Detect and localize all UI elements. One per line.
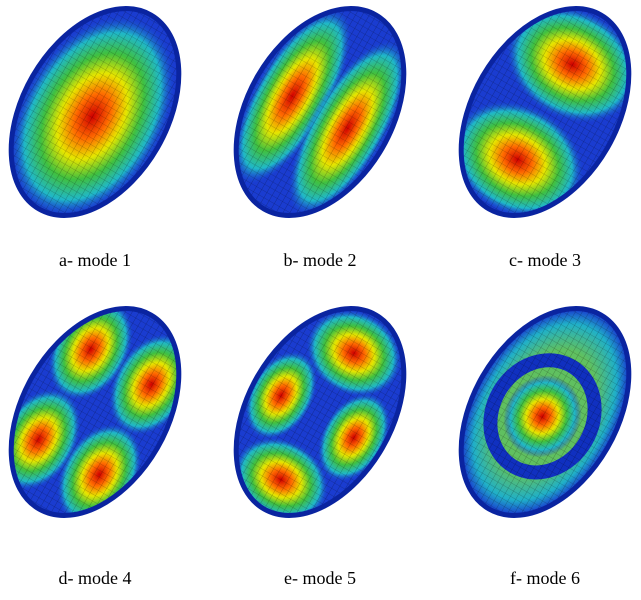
mode-shape [0, 0, 224, 256]
figure: a- mode 1 b- mode 2 c- mode 3 d- mode 4 e- m… [0, 0, 641, 600]
mesh [0, 0, 224, 256]
mode-shape [191, 268, 450, 556]
caption: e- mode 5 [284, 568, 356, 588]
mode-shape [0, 268, 224, 556]
caption: d- mode 4 [59, 568, 132, 588]
caption: b- mode 2 [284, 250, 357, 270]
mode-body [416, 0, 641, 256]
mesh [191, 0, 450, 256]
caption: c- mode 3 [509, 250, 581, 270]
caption: a- mode 1 [59, 250, 131, 270]
mesh [416, 0, 641, 256]
mode-body [0, 0, 224, 256]
mode-body [191, 0, 450, 256]
mode-body [191, 268, 450, 556]
caption: f- mode 6 [510, 568, 580, 588]
mode-shape [416, 268, 641, 556]
mesh [191, 268, 450, 556]
mode-shape [191, 0, 450, 256]
mode-shape [416, 0, 641, 256]
